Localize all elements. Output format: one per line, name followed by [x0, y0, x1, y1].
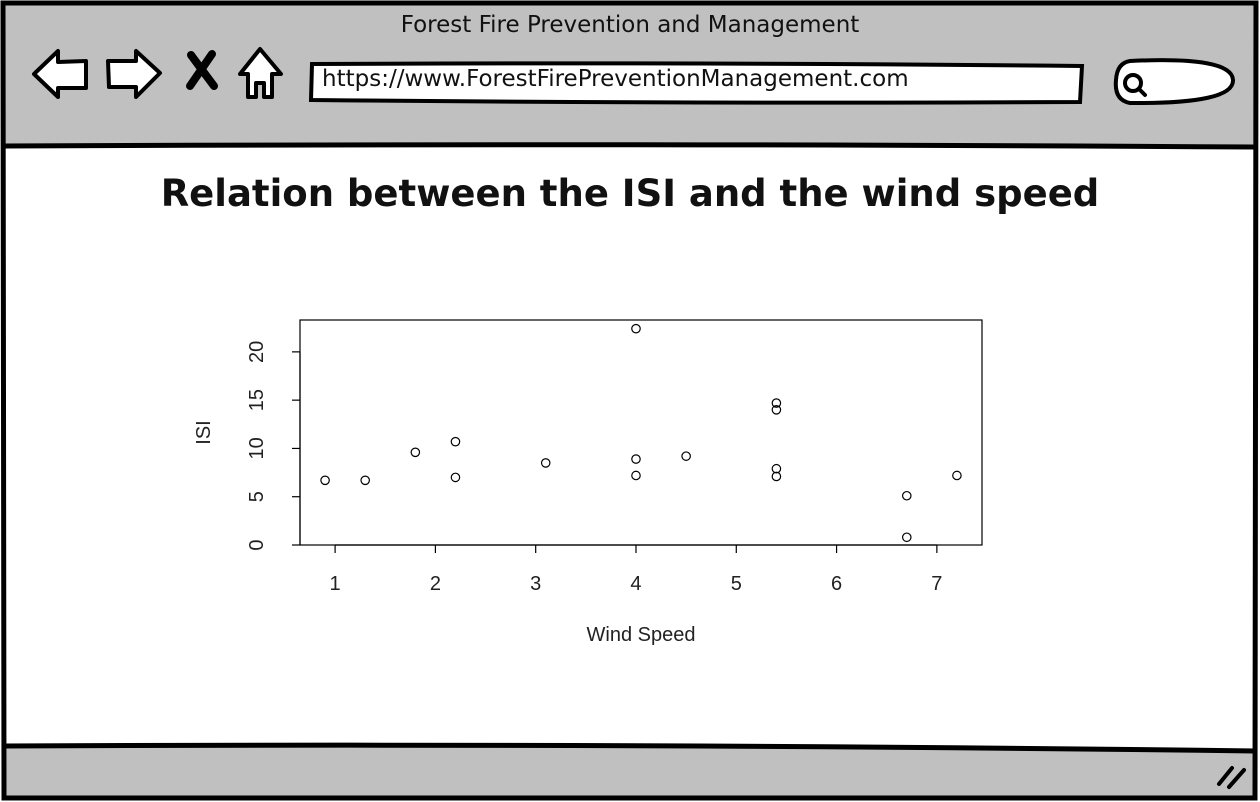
- data-point: [540, 458, 551, 468]
- x-tick-label: 1: [330, 573, 341, 595]
- data-point: [771, 405, 782, 415]
- chart-axes: 1 2 3 4 5 6 7 0 5 10 15 20: [246, 319, 983, 595]
- data-point: [771, 471, 782, 482]
- x-axis-label: Wind Speed: [587, 624, 696, 646]
- address-bar[interactable]: [308, 61, 1085, 105]
- x-tick-label: 3: [530, 573, 541, 595]
- data-point: [901, 532, 912, 543]
- search-icon: [1123, 73, 1147, 97]
- page-heading: Relation between the ISI and the wind sp…: [160, 172, 1100, 215]
- data-point: [450, 472, 461, 483]
- data-point: [681, 451, 691, 461]
- x-tick-label: 4: [630, 573, 641, 595]
- x-tick-label: 5: [731, 573, 742, 595]
- forward-arrow-icon[interactable]: [106, 49, 162, 99]
- status-bar: [4, 745, 1254, 798]
- home-icon[interactable]: [238, 47, 283, 99]
- scatter-chart: 1 2 3 4 5 6 7 0 5 10 15 20 Wind Speed ISI: [193, 319, 983, 646]
- y-tick-label: 5: [246, 491, 268, 502]
- data-point: [450, 436, 461, 447]
- toolbar-divider: [3, 142, 1256, 150]
- data-point: [952, 470, 962, 481]
- data-point: [771, 463, 782, 474]
- x-tick-label: 7: [931, 573, 942, 595]
- y-axis-label: ISI: [193, 420, 215, 444]
- x-tick-label: 6: [831, 573, 842, 595]
- y-tick-label: 10: [246, 437, 268, 459]
- back-arrow-icon[interactable]: [32, 49, 88, 99]
- search-box[interactable]: [1113, 58, 1236, 106]
- x-tick-label: 2: [430, 573, 441, 595]
- data-point: [631, 454, 641, 464]
- status-divider: [3, 742, 1256, 754]
- data-point: [360, 475, 370, 486]
- window-title: Forest Fire Prevention and Management: [400, 12, 860, 38]
- data-point: [771, 398, 782, 408]
- data-point: [320, 475, 330, 486]
- resize-grip-icon[interactable]: [1217, 766, 1246, 789]
- y-tick-label: 0: [246, 539, 268, 550]
- data-point: [410, 447, 421, 458]
- data-point: [631, 323, 641, 334]
- plot-frame: [299, 319, 983, 546]
- y-tick-label: 20: [246, 341, 268, 363]
- data-point: [901, 490, 912, 501]
- close-icon[interactable]: [186, 50, 218, 90]
- url-text[interactable]: https://www.ForestFirePreventionManageme…: [322, 66, 909, 92]
- chart-points: [320, 323, 962, 543]
- data-point: [631, 470, 641, 481]
- y-tick-label: 15: [246, 389, 268, 411]
